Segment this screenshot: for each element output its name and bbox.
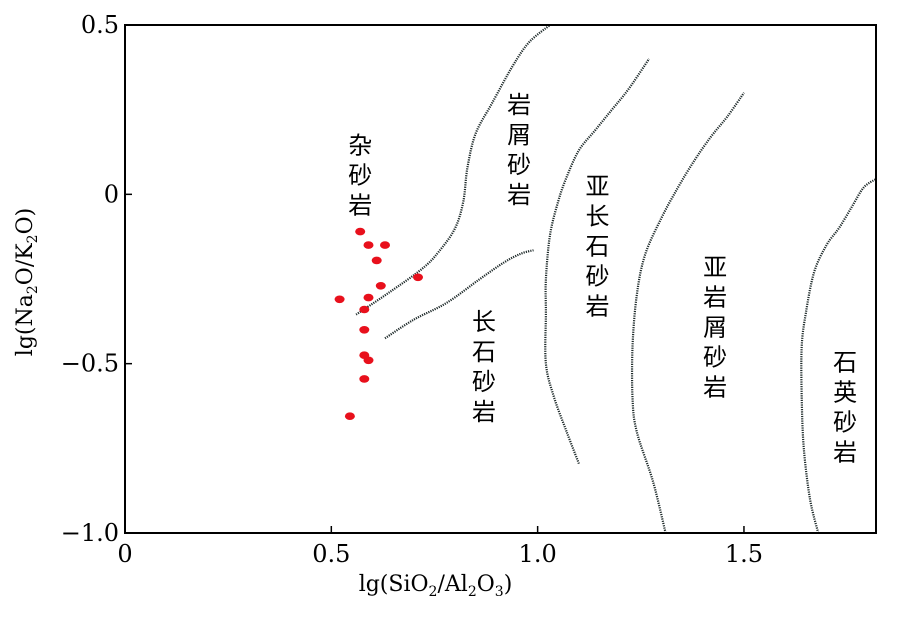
- x-tick-label-3: 1.0: [519, 540, 557, 568]
- region-label-3: 亚长石砂岩: [586, 172, 610, 320]
- data-point-9: [359, 305, 370, 314]
- region-label-2: 岩屑砂岩: [507, 91, 531, 209]
- data-point-1: [355, 227, 366, 236]
- data-point-14: [344, 412, 355, 421]
- x-axis-ticks: 0 0.5 1.0 1.5: [117, 526, 763, 568]
- plot-frame: [124, 24, 877, 534]
- region-label-6: 石英砂岩: [833, 348, 857, 466]
- y-tick-label-2: 0: [104, 180, 119, 208]
- data-point-10: [359, 326, 370, 334]
- boundary-line-3: [544, 58, 650, 464]
- boundary-line-1: [355, 24, 551, 316]
- x-tick-label-2: 0.5: [312, 540, 350, 568]
- data-point-4: [371, 256, 382, 265]
- region-label-4: 长石砂岩: [472, 308, 496, 426]
- x-axis-title: lg(SiO2/Al2O3): [359, 572, 513, 600]
- boundary-line-2: [384, 249, 534, 340]
- boundary-lines: [355, 24, 877, 534]
- y-tick-label-4: −1.0: [61, 519, 119, 547]
- y-tick-label-1: 0.5: [81, 11, 119, 39]
- x-tick-label-1: 0: [117, 540, 132, 568]
- data-point-7: [334, 295, 345, 304]
- data-points: [334, 227, 423, 421]
- data-point-13: [359, 375, 370, 383]
- region-label-5: 亚岩屑砂岩: [703, 254, 727, 402]
- data-point-8: [363, 293, 374, 302]
- y-axis-title: lg(Na2O/K2O): [13, 208, 41, 356]
- boundary-line-5: [800, 178, 877, 534]
- y-axis-ticks: 0.5 0 −0.5 −1.0: [61, 11, 132, 547]
- y-tick-label-3: −0.5: [61, 350, 119, 378]
- region-labels: 杂砂岩 岩屑砂岩亚长石砂岩长石砂岩 亚岩屑砂岩石英砂岩: [348, 91, 857, 466]
- data-point-3: [380, 241, 390, 249]
- boundary-line-4: [630, 92, 745, 534]
- region-label-1: 杂砂岩: [348, 132, 372, 220]
- x-tick-label-4: 1.5: [725, 540, 763, 568]
- data-point-5: [413, 273, 423, 282]
- data-point-2: [363, 241, 374, 249]
- data-point-12: [363, 356, 374, 365]
- data-point-6: [375, 282, 386, 290]
